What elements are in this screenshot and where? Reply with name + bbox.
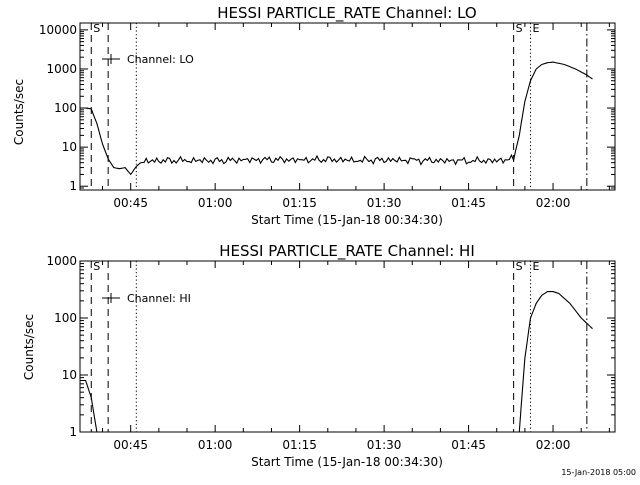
x-tick-label: 01:45: [451, 196, 486, 210]
y-tick-label: 1000: [46, 62, 77, 76]
chart-title: HESSI PARTICLE_RATE Channel: LO: [217, 4, 476, 23]
plot-frame: [79, 22, 616, 191]
plot-frame: [79, 260, 616, 433]
y-axis-label: Counts/sec: [22, 314, 36, 380]
series-line: [518, 291, 593, 432]
x-tick-label: 02:00: [536, 196, 571, 210]
footer-timestamp: 15-Jan-2018 05:00: [561, 468, 636, 477]
y-tick-label: 100: [54, 311, 77, 325]
y-tick-label: 1: [69, 179, 77, 193]
event-marker-label: S: [516, 260, 523, 273]
legend: Channel: LO: [102, 53, 194, 66]
x-tick-label: 02:00: [536, 438, 571, 452]
x-axis-label: Start Time (15-Jan-18 00:34:30): [251, 455, 443, 469]
y-tick-label: 100: [54, 101, 77, 115]
y-tick-label: 10: [62, 368, 77, 382]
x-tick-label: 01:00: [198, 438, 233, 452]
x-tick-label: 01:15: [282, 196, 317, 210]
y-tick-label: 1: [69, 425, 77, 439]
legend-label: Channel: HI: [127, 292, 191, 305]
panel-lo: HESSI PARTICLE_RATE Channel: LO Counts/s…: [12, 4, 616, 227]
x-tick-label: 01:00: [198, 196, 233, 210]
x-tick-label: 01:45: [451, 438, 486, 452]
x-tick-label: 01:15: [282, 438, 317, 452]
y-axis-label: Counts/sec: [12, 79, 26, 145]
event-marker-label: S: [516, 22, 523, 35]
y-tick-label: 10000: [39, 23, 77, 37]
chart-title: HESSI PARTICLE_RATE Channel: HI: [219, 242, 475, 261]
panel-hi: HESSI PARTICLE_RATE Channel: HI Counts/s…: [22, 242, 616, 469]
event-marker-label: E: [533, 260, 540, 273]
x-tick-label: 00:45: [113, 438, 148, 452]
legend-label: Channel: LO: [127, 53, 194, 66]
event-marker-label: S: [93, 260, 100, 273]
y-tick-label: 1000: [46, 254, 77, 268]
x-tick-label: 00:45: [113, 196, 148, 210]
x-axis-label: Start Time (15-Jan-18 00:34:30): [251, 213, 443, 227]
event-marker-label: S: [93, 22, 100, 35]
y-tick-label: 10: [62, 140, 77, 154]
series-line: [80, 61, 593, 176]
series-line: [80, 379, 98, 432]
legend: Channel: HI: [102, 292, 191, 305]
x-tick-label: 01:30: [367, 196, 402, 210]
event-marker-label: E: [533, 22, 540, 35]
x-tick-label: 01:30: [367, 438, 402, 452]
